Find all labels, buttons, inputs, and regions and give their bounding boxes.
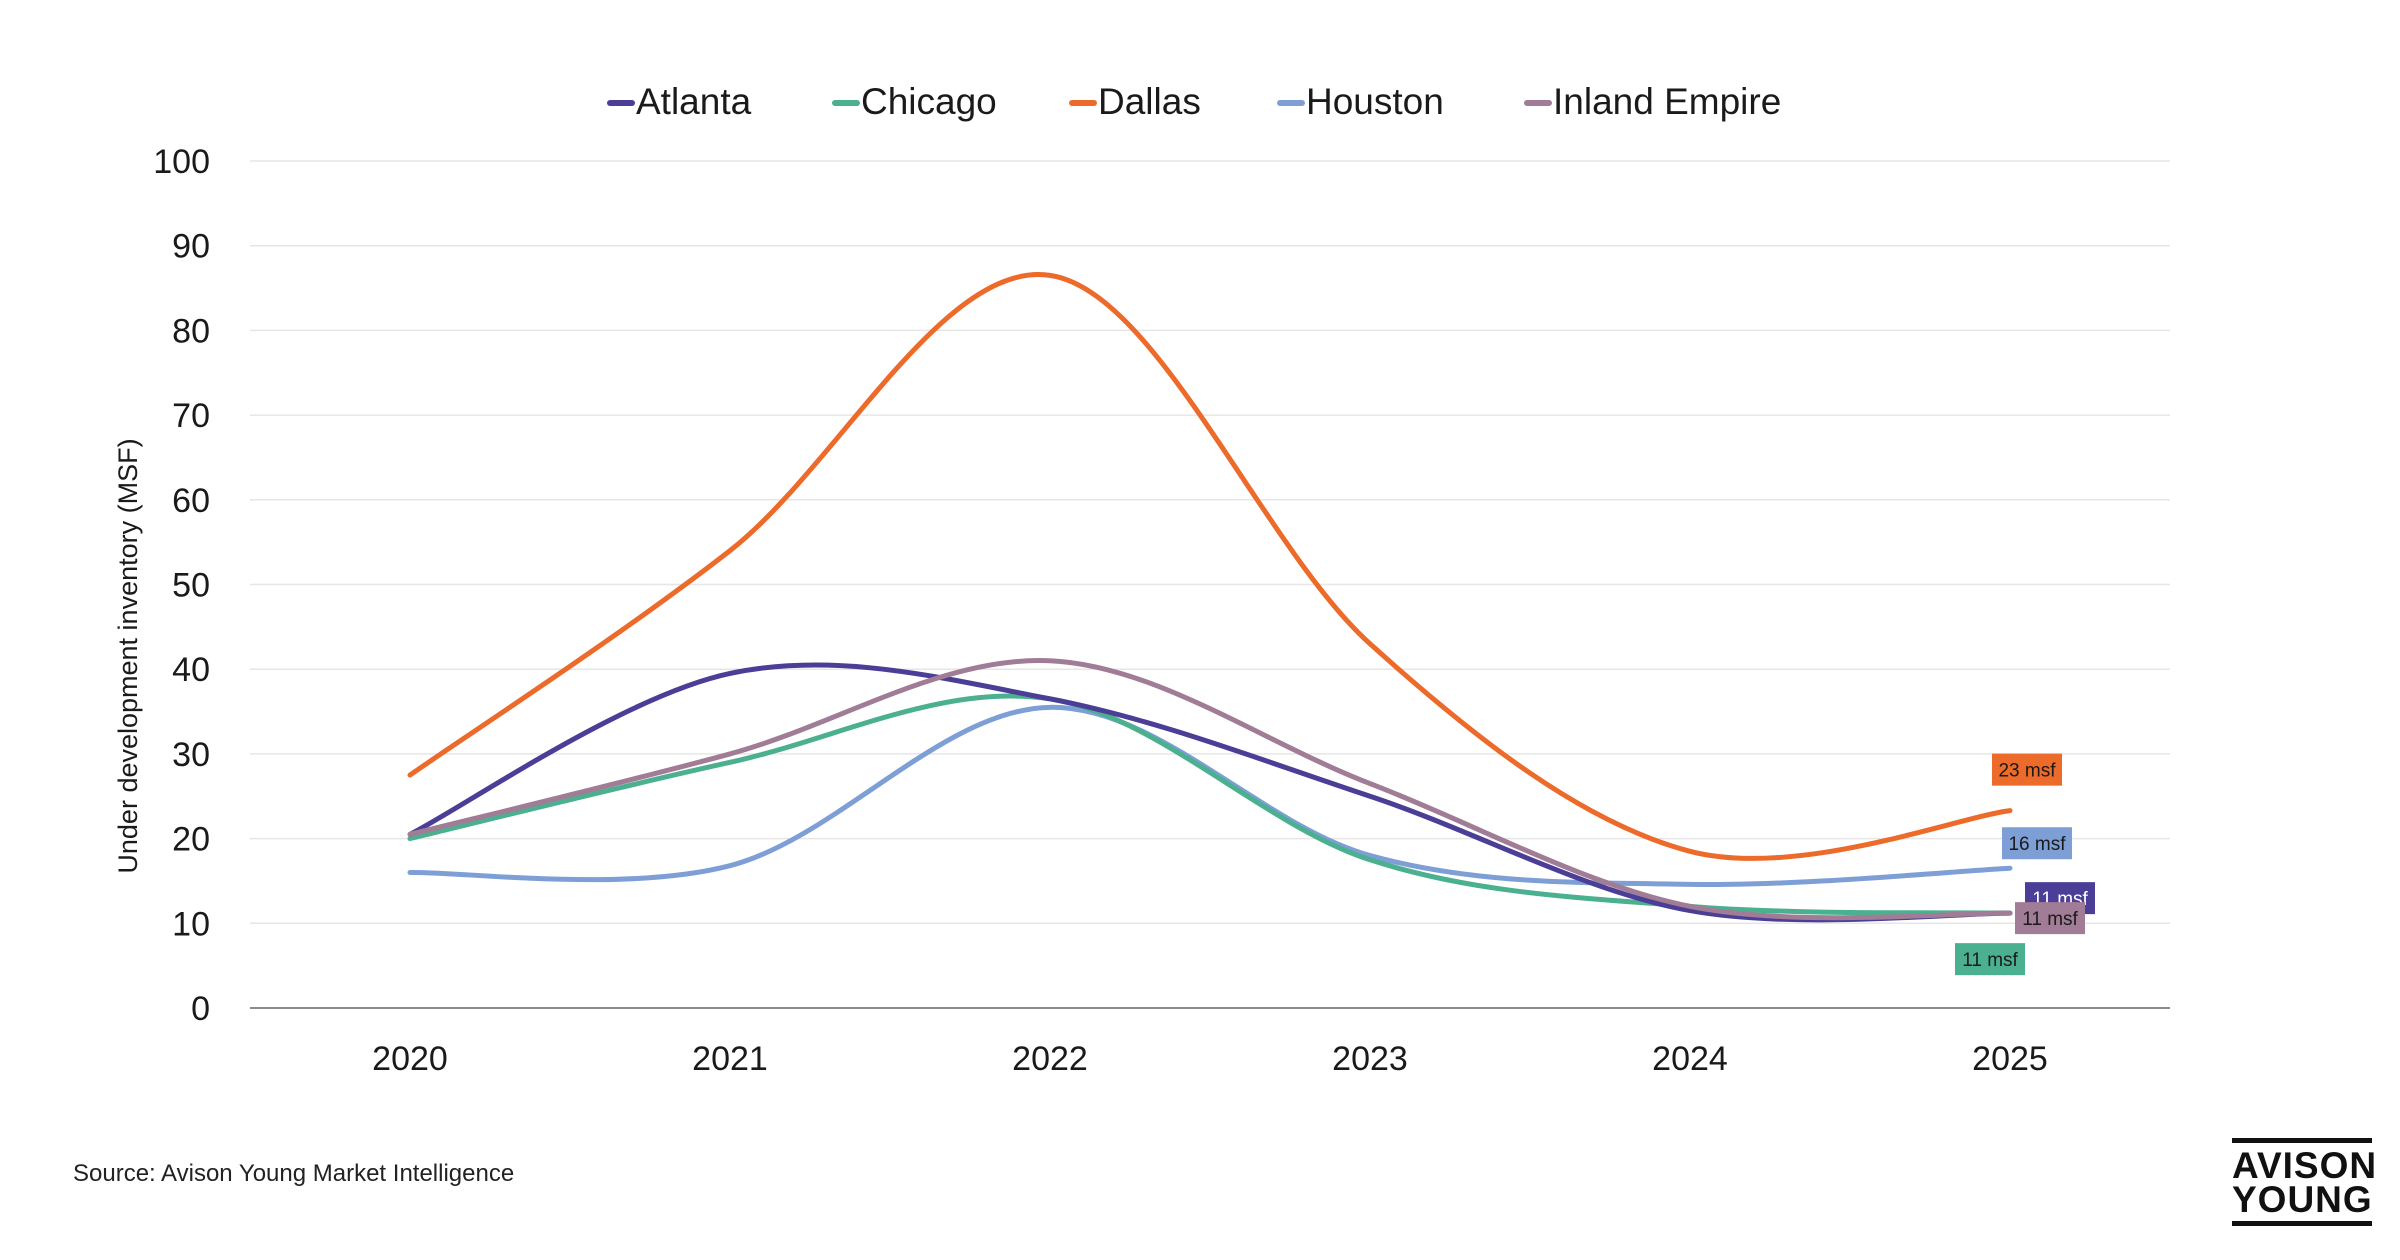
legend-label: Chicago xyxy=(861,81,997,122)
legend-label: Atlanta xyxy=(636,81,752,122)
end-label-text: 11 msf xyxy=(1962,950,2018,971)
y-tick-label: 80 xyxy=(172,312,210,350)
legend-item-houston: Houston xyxy=(1277,81,1444,122)
end-label-box xyxy=(2002,827,2072,860)
legend: Atlanta Chicago Dallas Houston Inland Empire xyxy=(607,81,1781,122)
end-label-box xyxy=(1955,943,2025,976)
series-line-dallas xyxy=(407,272,2013,861)
series-line-chicago xyxy=(407,693,2013,916)
legend-item-chicago: Chicago xyxy=(832,81,997,122)
end-label-inland-empire: 11 msf xyxy=(2015,902,2085,935)
y-tick-label: 90 xyxy=(172,228,210,266)
source-note: Source: Avison Young Market Intelligence xyxy=(73,1160,515,1187)
avison-young-logo: AVISON YOUNG xyxy=(2232,1138,2378,1226)
end-label-box xyxy=(2015,902,2085,935)
x-tick-label: 2020 xyxy=(372,1040,448,1078)
end-label-text: 16 msf xyxy=(2008,834,2066,855)
legend-item-atlanta: Atlanta xyxy=(607,81,752,122)
x-axis: 2020 2021 2022 2023 2024 2025 xyxy=(250,1007,2170,1078)
y-tick-label: 30 xyxy=(172,736,210,774)
y-tick-label: 40 xyxy=(172,651,210,689)
x-tick-label: 2024 xyxy=(1652,1040,1728,1078)
legend-label: Inland Empire xyxy=(1553,81,1781,122)
logo-line-2: YOUNG xyxy=(2232,1179,2373,1220)
x-tick-label: 2023 xyxy=(1332,1040,1408,1078)
y-tick-label: 100 xyxy=(153,143,210,181)
end-label-text: 11 msf xyxy=(2022,909,2078,930)
x-tick-label: 2021 xyxy=(692,1040,768,1078)
legend-item-dallas: Dallas xyxy=(1069,81,1201,122)
legend-item-inland-empire: Inland Empire xyxy=(1524,81,1781,122)
y-axis-title: Under development inventory (MSF) xyxy=(113,438,143,873)
y-tick-label: 50 xyxy=(172,567,210,605)
end-label-text: 23 msf xyxy=(1998,761,2056,782)
y-tick-label: 70 xyxy=(172,397,210,435)
end-label-houston: 16 msf xyxy=(2002,827,2072,860)
y-tick-label: 60 xyxy=(172,482,210,520)
y-axis: 0 10 20 30 40 50 60 70 80 90 100 xyxy=(153,143,210,1028)
y-tick-label: 10 xyxy=(172,905,210,943)
series-line-inland-empire xyxy=(407,658,2013,921)
end-label-box xyxy=(1992,753,2062,786)
legend-label: Dallas xyxy=(1098,81,1201,122)
x-tick-label: 2025 xyxy=(1972,1040,2048,1078)
x-tick-label: 2022 xyxy=(1012,1040,1088,1078)
y-tick-label: 0 xyxy=(191,990,210,1028)
legend-label: Houston xyxy=(1306,81,1444,122)
series-lines xyxy=(407,272,2013,923)
y-tick-label: 20 xyxy=(172,821,210,859)
logo-line-1: AVISON xyxy=(2232,1145,2378,1186)
end-label-dallas: 23 msf xyxy=(1992,753,2062,786)
series-line-atlanta xyxy=(407,662,2013,923)
end-label-chicago: 11 msf xyxy=(1955,943,2025,976)
